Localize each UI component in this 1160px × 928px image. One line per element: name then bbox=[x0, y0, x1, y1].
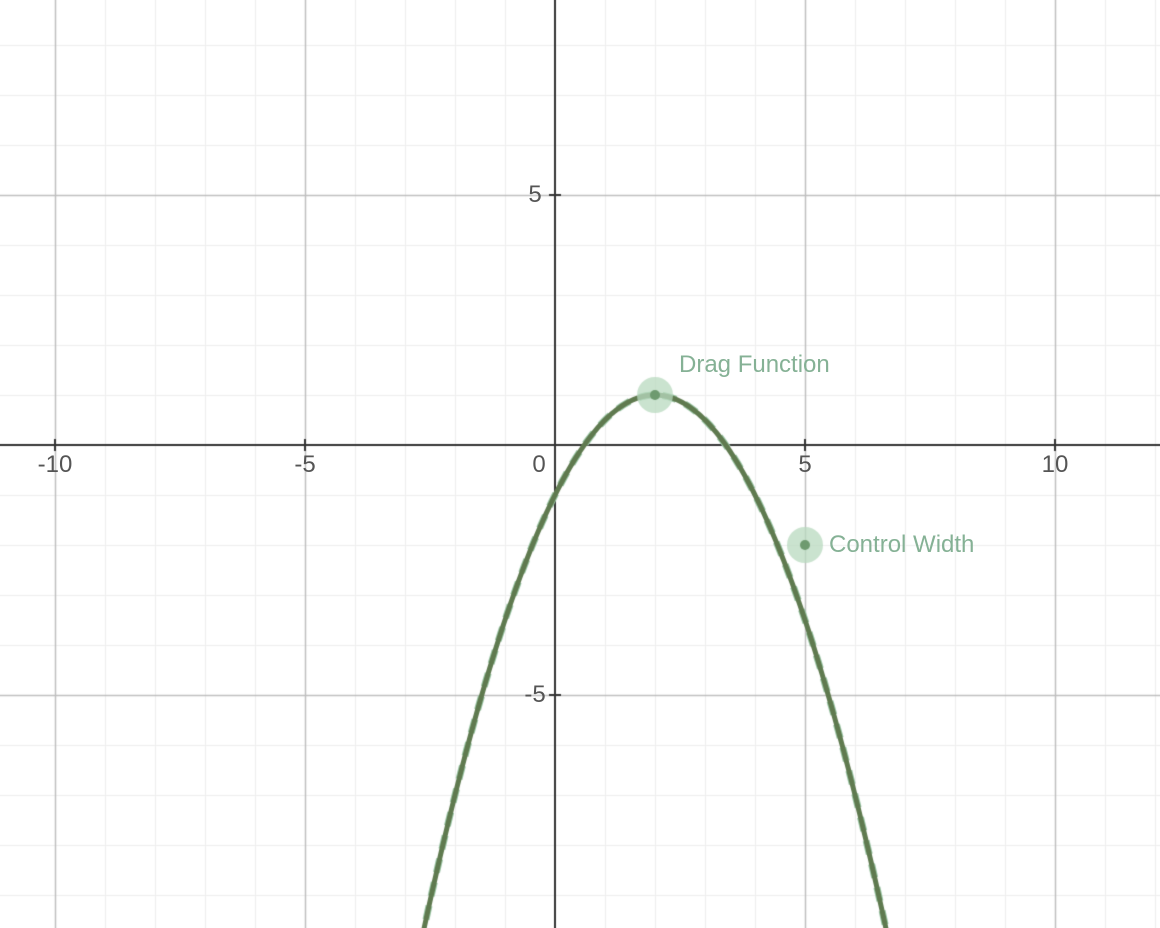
y-tick-label: -5 bbox=[524, 681, 545, 709]
x-tick-label: -10 bbox=[38, 451, 73, 479]
x-tick-label: 5 bbox=[798, 451, 811, 479]
graph-canvas[interactable] bbox=[0, 0, 1160, 928]
x-tick-label: 10 bbox=[1042, 451, 1069, 479]
x-tick-label: -5 bbox=[294, 451, 315, 479]
drag-function-label[interactable]: Drag Function bbox=[679, 351, 830, 379]
y-tick-label: 5 bbox=[528, 181, 541, 209]
x-tick-label: 0 bbox=[532, 451, 545, 479]
control-width-label[interactable]: Control Width bbox=[829, 531, 974, 559]
